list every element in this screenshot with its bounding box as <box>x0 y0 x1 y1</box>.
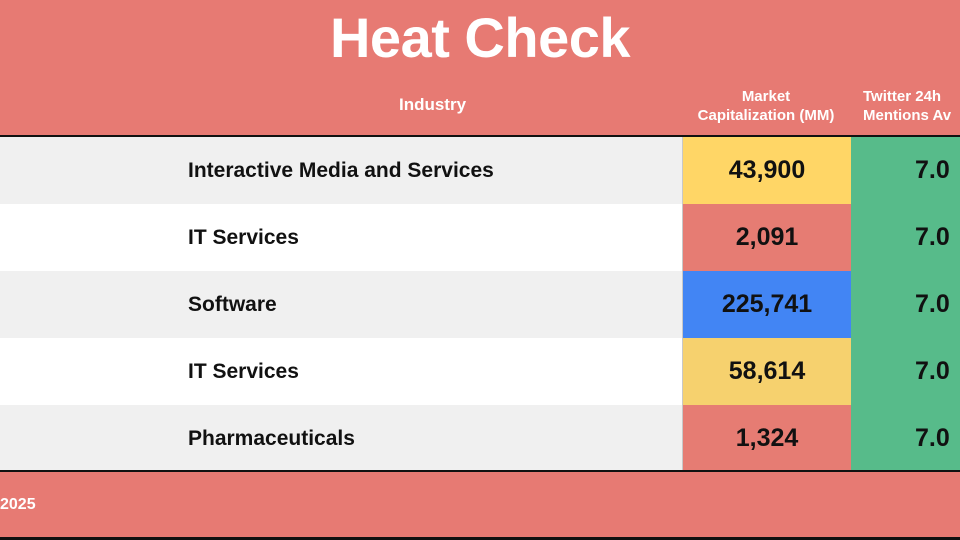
column-header-market-cap-line1: Market <box>741 88 791 105</box>
twitter-mentions-cell: 7.0 <box>851 204 960 271</box>
market-cap-cell: 2,091 <box>682 204 851 271</box>
column-header-market-cap-line2: Capitalization (MM) <box>697 107 835 124</box>
footer-date: 2025 <box>0 496 36 513</box>
bottom-divider <box>0 537 960 540</box>
twitter-mentions-cell: 7.0 <box>851 137 960 204</box>
table-row: IT Services 2,091 7.0 <box>0 204 960 271</box>
column-header-market-cap: Market Capitalization (MM) <box>682 87 850 125</box>
industry-cell: IT Services <box>188 226 299 249</box>
market-cap-cell: 58,614 <box>682 338 851 405</box>
market-cap-cell: 225,741 <box>682 271 851 338</box>
column-header-industry: Industry <box>398 95 467 114</box>
industry-cell: IT Services <box>188 360 299 383</box>
table-row: IT Services 58,614 7.0 <box>0 338 960 405</box>
column-header-twitter-line1: Twitter 24h <box>863 88 942 105</box>
twitter-mentions-cell: 7.0 <box>851 405 960 470</box>
industry-cell: Interactive Media and Services <box>188 159 494 182</box>
market-cap-cell: 43,900 <box>682 137 851 204</box>
heat-table: Interactive Media and Services 43,900 7.… <box>0 135 960 472</box>
column-header-twitter: Twitter 24h Mentions Av <box>851 87 960 125</box>
table-row: Software 225,741 7.0 <box>0 271 960 338</box>
industry-cell: Pharmaceuticals <box>188 427 355 450</box>
twitter-mentions-cell: 7.0 <box>851 338 960 405</box>
twitter-mentions-cell: 7.0 <box>851 271 960 338</box>
page-title: Heat Check <box>329 6 631 69</box>
table-row: Pharmaceuticals 1,324 7.0 <box>0 405 960 470</box>
table-row: Interactive Media and Services 43,900 7.… <box>0 137 960 204</box>
market-cap-cell: 1,324 <box>682 405 851 470</box>
column-header-twitter-line2: Mentions Av <box>863 107 952 124</box>
industry-cell: Software <box>188 293 277 316</box>
